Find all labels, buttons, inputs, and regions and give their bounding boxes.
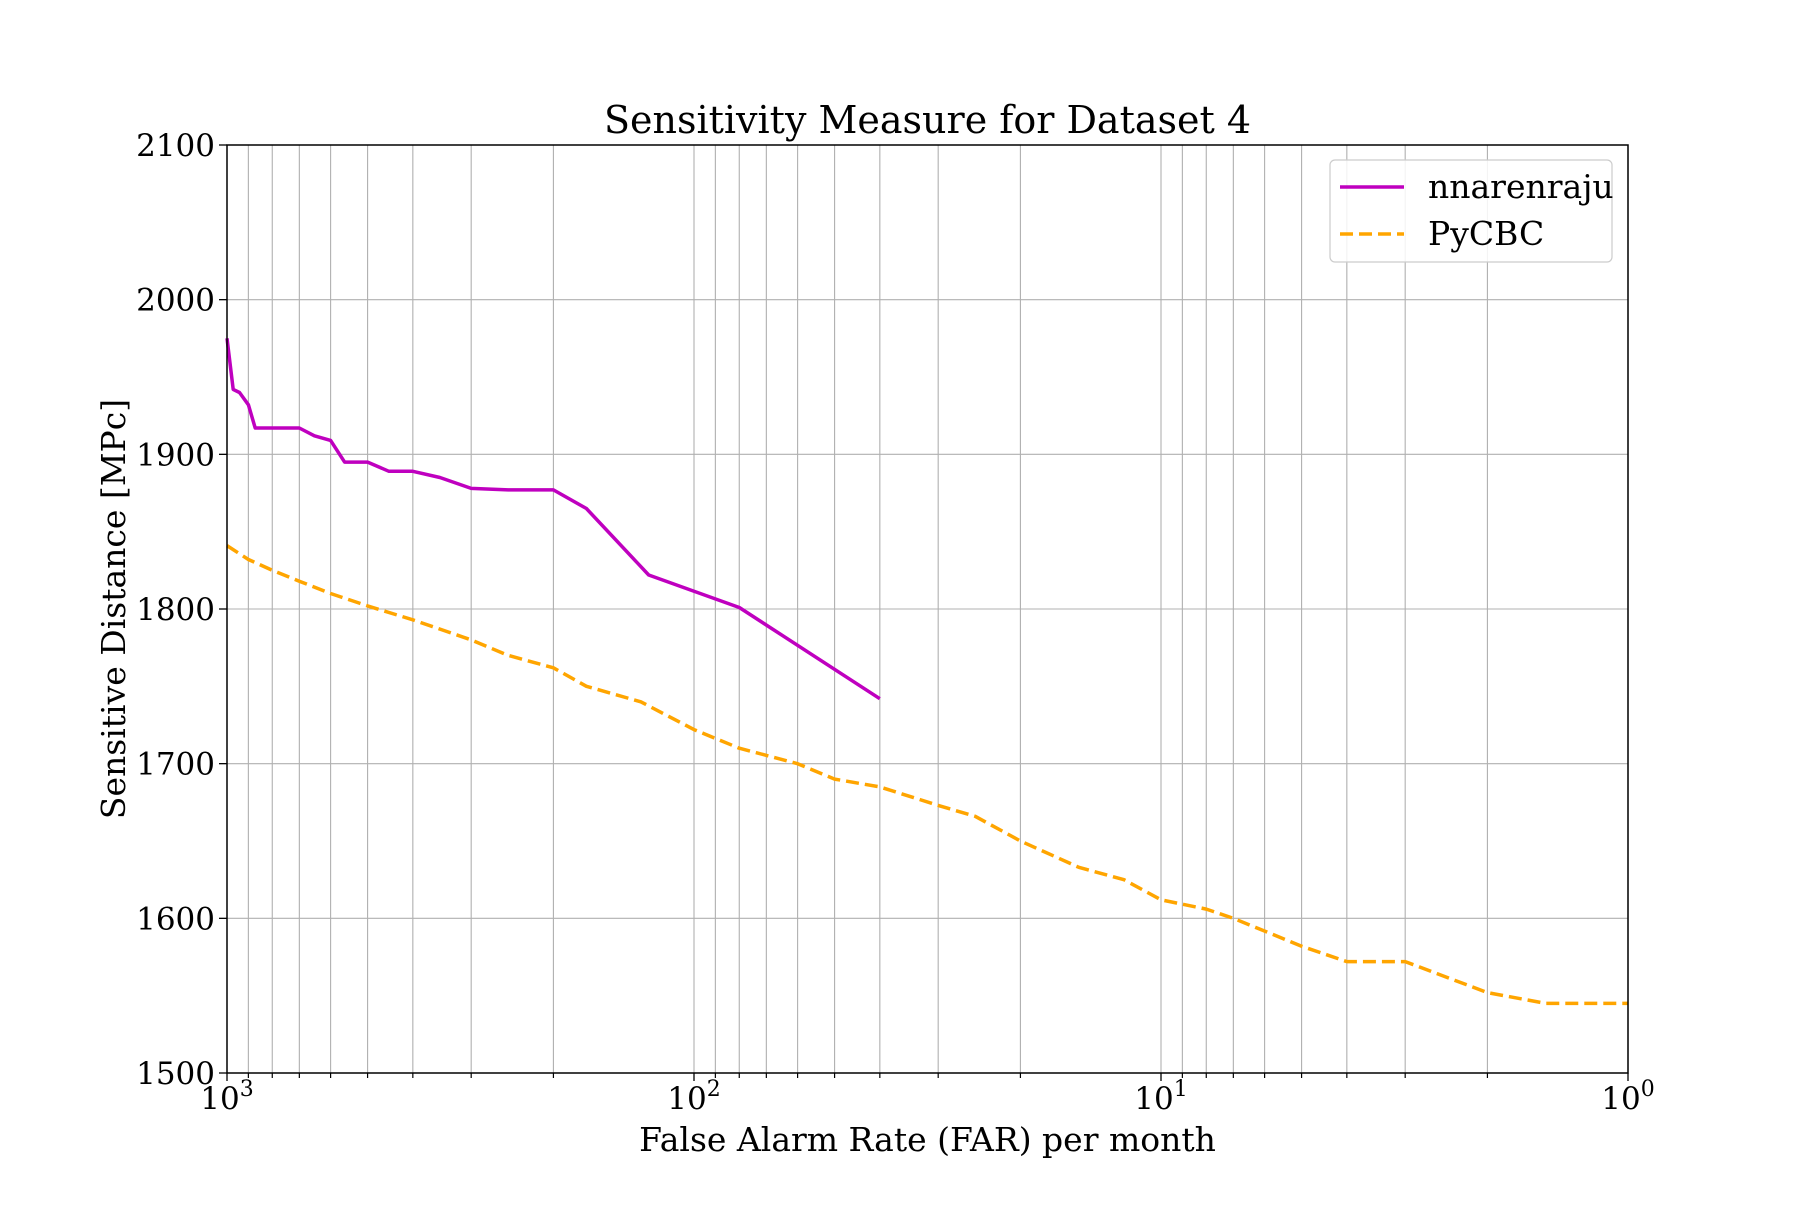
chart-title: Sensitivity Measure for Dataset 4 [604,98,1251,142]
y-tick-label: 1600 [136,901,215,937]
y-tick-label: 2100 [136,128,215,164]
x-axis-label: False Alarm Rate (FAR) per month [639,1120,1216,1159]
series-layer [227,338,1628,1003]
x-tick-label: 103 [200,1077,253,1117]
x-tick-label: 101 [1134,1077,1187,1117]
x-tick-label: 100 [1601,1077,1654,1117]
y-tick-label: 2000 [136,283,215,319]
x-tick-label: 102 [667,1077,720,1117]
y-tick-label: 1900 [136,437,215,473]
series-line-pycbc [227,546,1628,1004]
legend-label-nnarenraju: nnarenraju [1428,167,1614,206]
legend: nnarenraju PyCBC [1330,160,1614,262]
legend-label-pycbc: PyCBC [1428,214,1544,253]
y-axis-label: Sensitive Distance [MPc] [94,399,133,819]
y-tick-label: 1700 [136,747,215,783]
grid-layer [227,145,1628,1073]
y-tick-label: 1800 [136,592,215,628]
